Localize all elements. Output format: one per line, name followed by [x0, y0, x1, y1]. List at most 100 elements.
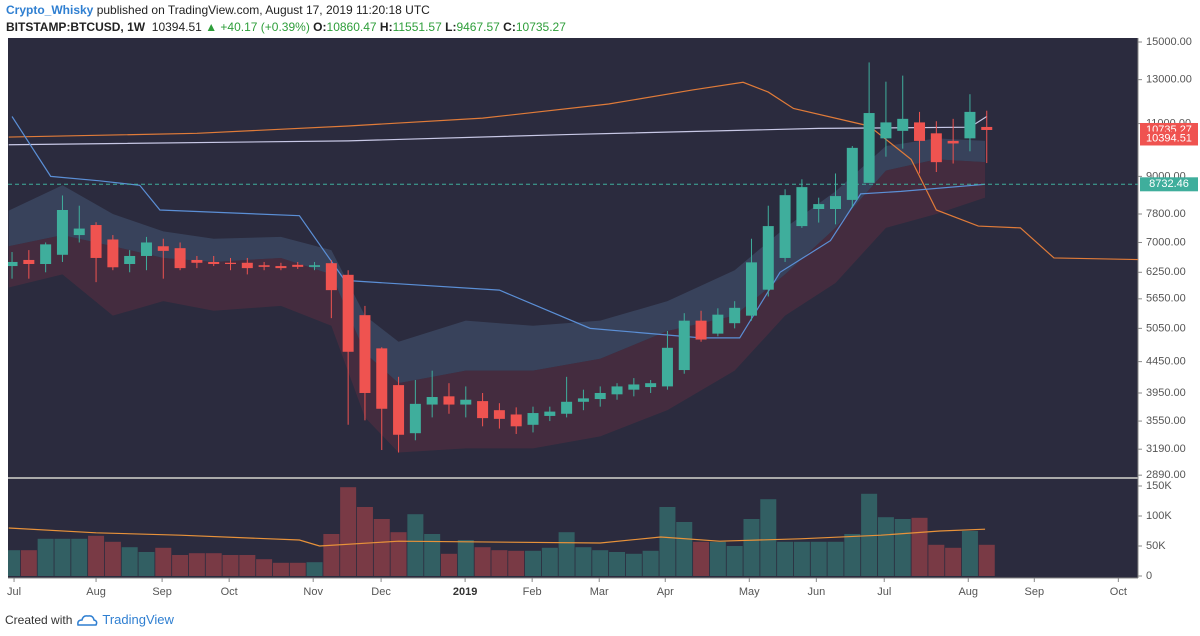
candle-body — [729, 307, 741, 324]
volume-bar — [457, 540, 474, 576]
volume-bar — [491, 550, 508, 576]
volume-bar — [844, 534, 861, 576]
candle-body — [561, 401, 573, 414]
x-tick-label: Jul — [877, 586, 891, 598]
x-tick-label: Oct — [221, 586, 238, 598]
candle-body — [73, 228, 85, 236]
candle-body — [577, 398, 589, 402]
volume-bar — [256, 559, 273, 576]
candle-body — [493, 410, 505, 419]
author[interactable]: Crypto_Whisky — [6, 3, 94, 17]
volume-layer — [8, 487, 995, 576]
volume-bar — [793, 541, 810, 576]
candle-body — [174, 248, 186, 269]
y-tick-label: 3190.00 — [1146, 443, 1186, 455]
volume-bar — [625, 553, 642, 576]
volume-bar — [525, 550, 542, 576]
volume-bar — [356, 507, 373, 576]
indicator-line — [8, 81, 1138, 261]
footer: Created with TradingView — [5, 612, 174, 627]
candle-body — [880, 122, 892, 139]
volume-tick-label: 50K — [1146, 540, 1166, 552]
volume-bar — [945, 547, 962, 576]
volume-bar — [911, 517, 928, 576]
volume-ma — [8, 527, 986, 547]
candle-body — [813, 204, 825, 210]
volume-bar — [575, 547, 592, 576]
candle-body — [527, 413, 539, 425]
candle-body — [8, 261, 18, 267]
volume-bar — [88, 535, 105, 576]
candle-body — [191, 259, 203, 263]
candle-body — [460, 399, 472, 405]
y-tick-label: 6250.00 — [1146, 266, 1186, 278]
candle-body — [443, 396, 455, 405]
candle-body — [225, 262, 237, 264]
close-label: C: — [503, 20, 516, 34]
created-with: Created with — [5, 612, 73, 627]
brand[interactable]: TradingView — [102, 612, 174, 627]
volume-bar — [709, 541, 726, 576]
volume-bar — [340, 487, 357, 576]
volume-bar — [928, 544, 945, 576]
x-tick-label: Feb — [523, 586, 542, 598]
candle-body — [745, 262, 757, 316]
volume-bar — [659, 507, 676, 576]
y-tick-label: 13000.00 — [1146, 74, 1192, 86]
y-tick-label: 15000.00 — [1146, 36, 1192, 48]
volume-bar — [289, 562, 306, 576]
price-layer — [8, 62, 1138, 453]
header: Crypto_Whisky published on TradingView.c… — [6, 2, 566, 36]
candle-body — [309, 265, 321, 267]
candle-body — [107, 239, 119, 268]
volume-bar — [407, 514, 424, 576]
volume-bar — [20, 550, 37, 576]
volume-bar — [222, 555, 239, 576]
candle-body — [124, 255, 136, 264]
high-value: 11551.57 — [392, 20, 442, 34]
volume-bar — [155, 547, 172, 576]
candle-body — [477, 401, 489, 419]
published: published on TradingView.com, August 17,… — [96, 3, 430, 17]
low-label: L: — [445, 20, 457, 34]
volume-pane — [8, 479, 1138, 578]
candle-body — [56, 209, 68, 255]
x-tick-label: Aug — [86, 586, 106, 598]
candle-body — [409, 403, 421, 434]
price-label: 10394.51 — [1146, 132, 1192, 144]
volume-bar — [121, 547, 138, 576]
candle-body — [393, 385, 405, 435]
volume-tick-label: 100K — [1146, 510, 1172, 522]
y-tick-label: 3550.00 — [1146, 415, 1186, 427]
candle-body — [23, 259, 35, 264]
high-label: H: — [379, 20, 393, 34]
price-label: 8732.46 — [1149, 178, 1189, 190]
candle-body — [779, 195, 791, 258]
symbol: BITSTAMP:BTCUSD, 1W — [6, 20, 146, 34]
candle-body — [40, 244, 52, 264]
candle-body — [544, 411, 556, 416]
candle-body — [930, 133, 942, 163]
volume-bar — [743, 519, 760, 576]
candle-body — [594, 392, 606, 400]
candle-body — [846, 147, 858, 200]
indicator-line — [11, 116, 986, 339]
open-value: 10860.47 — [326, 20, 377, 34]
cloud-band — [8, 138, 986, 384]
volume-bar — [810, 541, 827, 576]
volume-bar — [373, 519, 390, 576]
candle-body — [981, 126, 993, 130]
axes-layer: 15000.0013000.0011000.009000.007800.0070… — [7, 36, 1198, 598]
x-tick-label: Aug — [958, 586, 978, 598]
volume-bar — [978, 544, 995, 576]
candle-body — [342, 274, 354, 352]
candle-body — [258, 265, 270, 267]
volume-bar — [894, 519, 911, 576]
candle-body — [510, 414, 522, 427]
volume-bar — [306, 562, 323, 576]
x-tick-label: Oct — [1110, 586, 1127, 598]
y-tick-label: 2890.00 — [1146, 469, 1186, 481]
change: +40.17 (+0.39%) — [220, 20, 310, 34]
volume-bar — [272, 562, 289, 576]
